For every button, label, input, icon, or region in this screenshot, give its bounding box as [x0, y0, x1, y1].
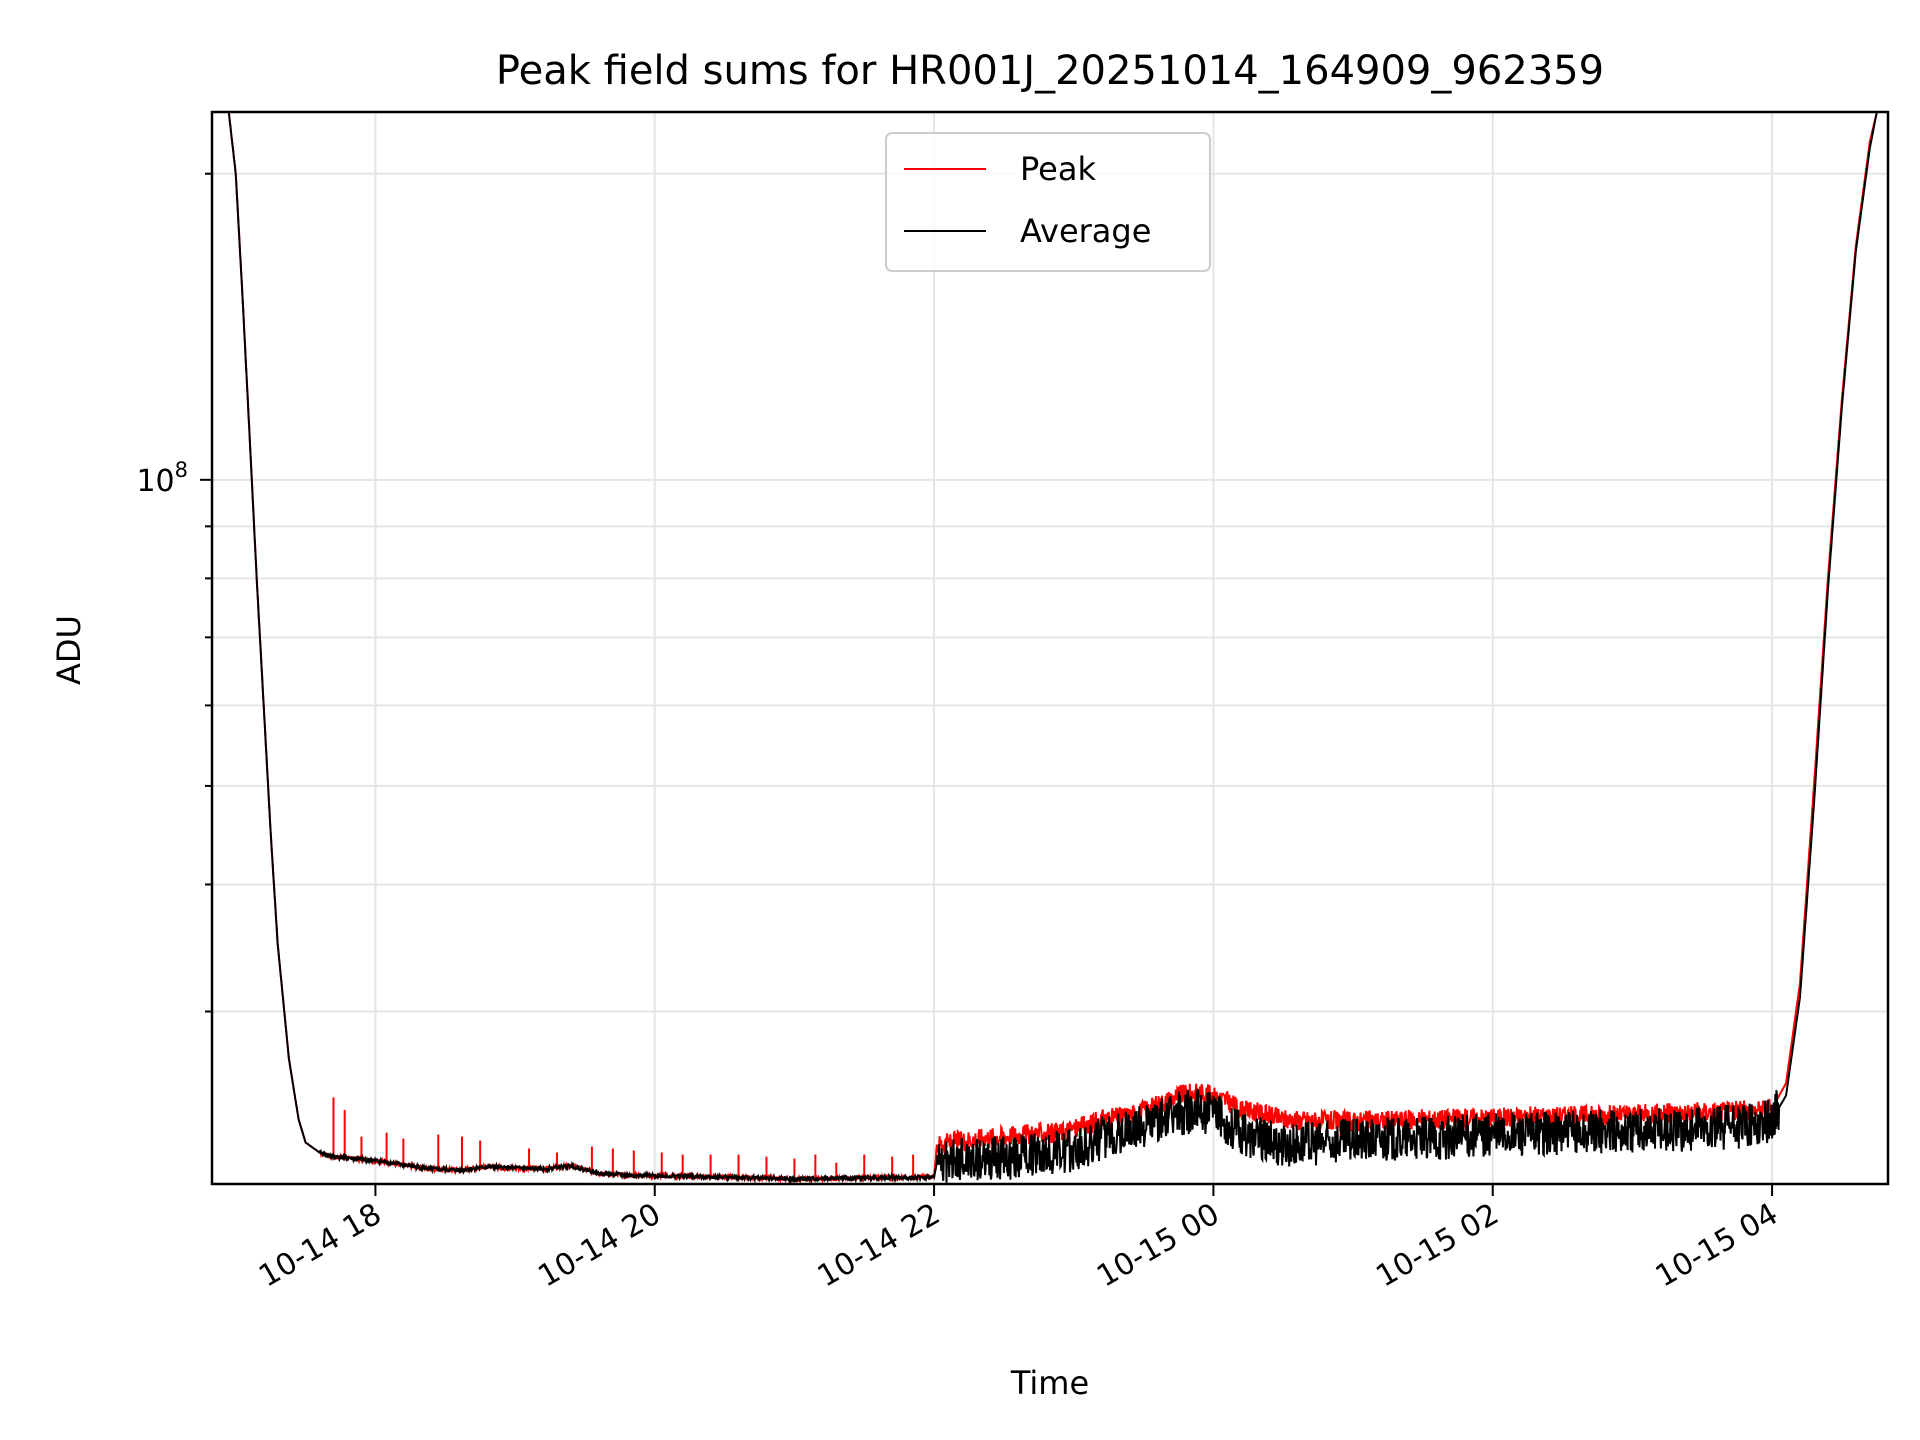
peak-spikes: [332, 1097, 915, 1180]
y-tick-label: 108: [136, 458, 188, 499]
chart-title: Peak field sums for HR001J_20251014_1649…: [496, 48, 1604, 94]
legend-average-label: Average: [1020, 212, 1151, 250]
y-axis-label: ADU: [50, 615, 88, 685]
y-tick-label-exponent: 8: [175, 458, 188, 482]
y-axis-ticks: 108: [136, 172, 212, 1013]
plot-area-background: [212, 112, 1888, 1184]
legend-box: [885, 132, 1211, 272]
x-axis-label: Time: [1010, 1364, 1089, 1402]
average-series-line: [212, 112, 1888, 1184]
legend-peak-label: Peak: [1020, 150, 1096, 188]
legend: Peak Average: [885, 132, 1211, 272]
plot-frame: [210, 110, 1890, 1186]
y-tick-label-base: 10: [136, 464, 174, 499]
